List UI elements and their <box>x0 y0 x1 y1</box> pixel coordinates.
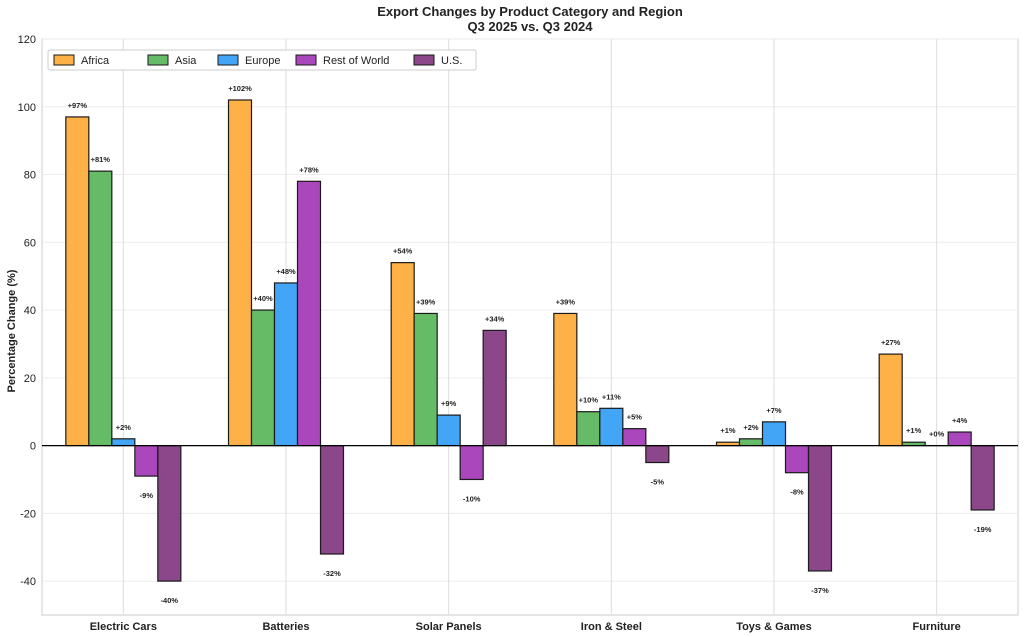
legend-swatch <box>53 54 75 66</box>
bar <box>65 116 90 447</box>
data-label: +10% <box>579 396 599 405</box>
bar <box>761 421 787 447</box>
y-tick-label: 60 <box>24 237 36 249</box>
bar <box>738 438 764 447</box>
x-tick-label: Furniture <box>913 621 961 633</box>
data-label: -10% <box>463 494 481 503</box>
data-label: +102% <box>228 84 252 93</box>
y-tick-label: -20 <box>20 508 36 520</box>
legend-label: Europe <box>245 55 280 67</box>
data-label: +1% <box>906 426 922 435</box>
plot-frame <box>41 38 1019 616</box>
bar <box>784 444 810 474</box>
y-tick-label: 40 <box>24 305 36 317</box>
x-tick-label: Batteries <box>262 621 309 633</box>
data-label: +11% <box>602 392 621 401</box>
y-tick-label: 20 <box>24 373 36 385</box>
data-label: -5% <box>651 478 665 487</box>
bar <box>88 170 113 447</box>
data-label: +97% <box>68 101 88 110</box>
bar <box>157 444 182 582</box>
legend-swatch <box>147 54 169 66</box>
x-tick-label: Solar Panels <box>416 621 482 633</box>
bar <box>111 438 136 447</box>
bar <box>459 444 484 481</box>
bar <box>227 99 253 447</box>
bar <box>296 180 322 447</box>
data-label: +5% <box>627 413 643 422</box>
chart-title: Export Changes by Product Category and R… <box>377 4 683 19</box>
bar <box>947 431 972 447</box>
bar <box>807 444 833 572</box>
legend-swatch <box>217 54 239 66</box>
data-label: -37% <box>811 586 829 595</box>
data-label: +7% <box>766 406 782 415</box>
data-label: +0% <box>929 430 945 439</box>
bar <box>878 353 903 447</box>
data-label: +1% <box>720 426 736 435</box>
bar <box>622 428 647 447</box>
data-label: -9% <box>140 491 154 500</box>
legend-swatch <box>295 54 317 66</box>
data-label: +2% <box>116 423 132 432</box>
data-label: +81% <box>91 155 111 164</box>
x-tick-label: Iron & Steel <box>581 621 642 633</box>
chart-subtitle: Q3 2025 vs. Q3 2024 <box>467 19 593 34</box>
data-label: +39% <box>416 297 436 306</box>
data-label: -32% <box>323 569 341 578</box>
data-label: +2% <box>743 423 759 432</box>
bar <box>250 309 276 447</box>
y-tick-label: 120 <box>18 34 36 46</box>
bar <box>436 414 461 447</box>
data-label: +78% <box>299 165 319 174</box>
data-label: -8% <box>790 488 804 497</box>
data-label: +48% <box>276 267 296 276</box>
data-label: +27% <box>881 338 901 347</box>
y-axis-label: Percentage Change (%) <box>6 269 18 392</box>
bar <box>482 329 507 447</box>
bar <box>273 282 299 447</box>
data-label: -19% <box>974 525 992 534</box>
bar <box>134 444 159 477</box>
data-label: +39% <box>556 297 576 306</box>
x-tick-label: Toys & Games <box>736 621 812 633</box>
bar <box>970 444 995 511</box>
legend-label: Rest of World <box>323 55 389 67</box>
data-label: +54% <box>393 247 413 256</box>
bar <box>553 312 578 447</box>
data-label: +40% <box>253 294 273 303</box>
data-label: +4% <box>952 416 968 425</box>
bar <box>319 444 345 555</box>
legend-swatch <box>413 54 435 66</box>
y-tick-label: 80 <box>24 170 36 182</box>
bar <box>413 312 438 447</box>
legend-label: Africa <box>81 55 110 67</box>
data-label: +9% <box>441 399 457 408</box>
y-tick-label: 0 <box>30 441 36 453</box>
data-label: +34% <box>485 314 505 323</box>
y-tick-label: -40 <box>20 576 36 588</box>
x-tick-label: Electric Cars <box>90 621 157 633</box>
legend-label: U.S. <box>441 55 462 67</box>
y-tick-label: 100 <box>18 102 36 114</box>
bar <box>645 444 670 464</box>
legend-label: Asia <box>175 55 197 67</box>
data-label: -40% <box>161 596 179 605</box>
bar <box>576 411 601 447</box>
bar <box>390 262 415 447</box>
bar <box>599 407 624 447</box>
